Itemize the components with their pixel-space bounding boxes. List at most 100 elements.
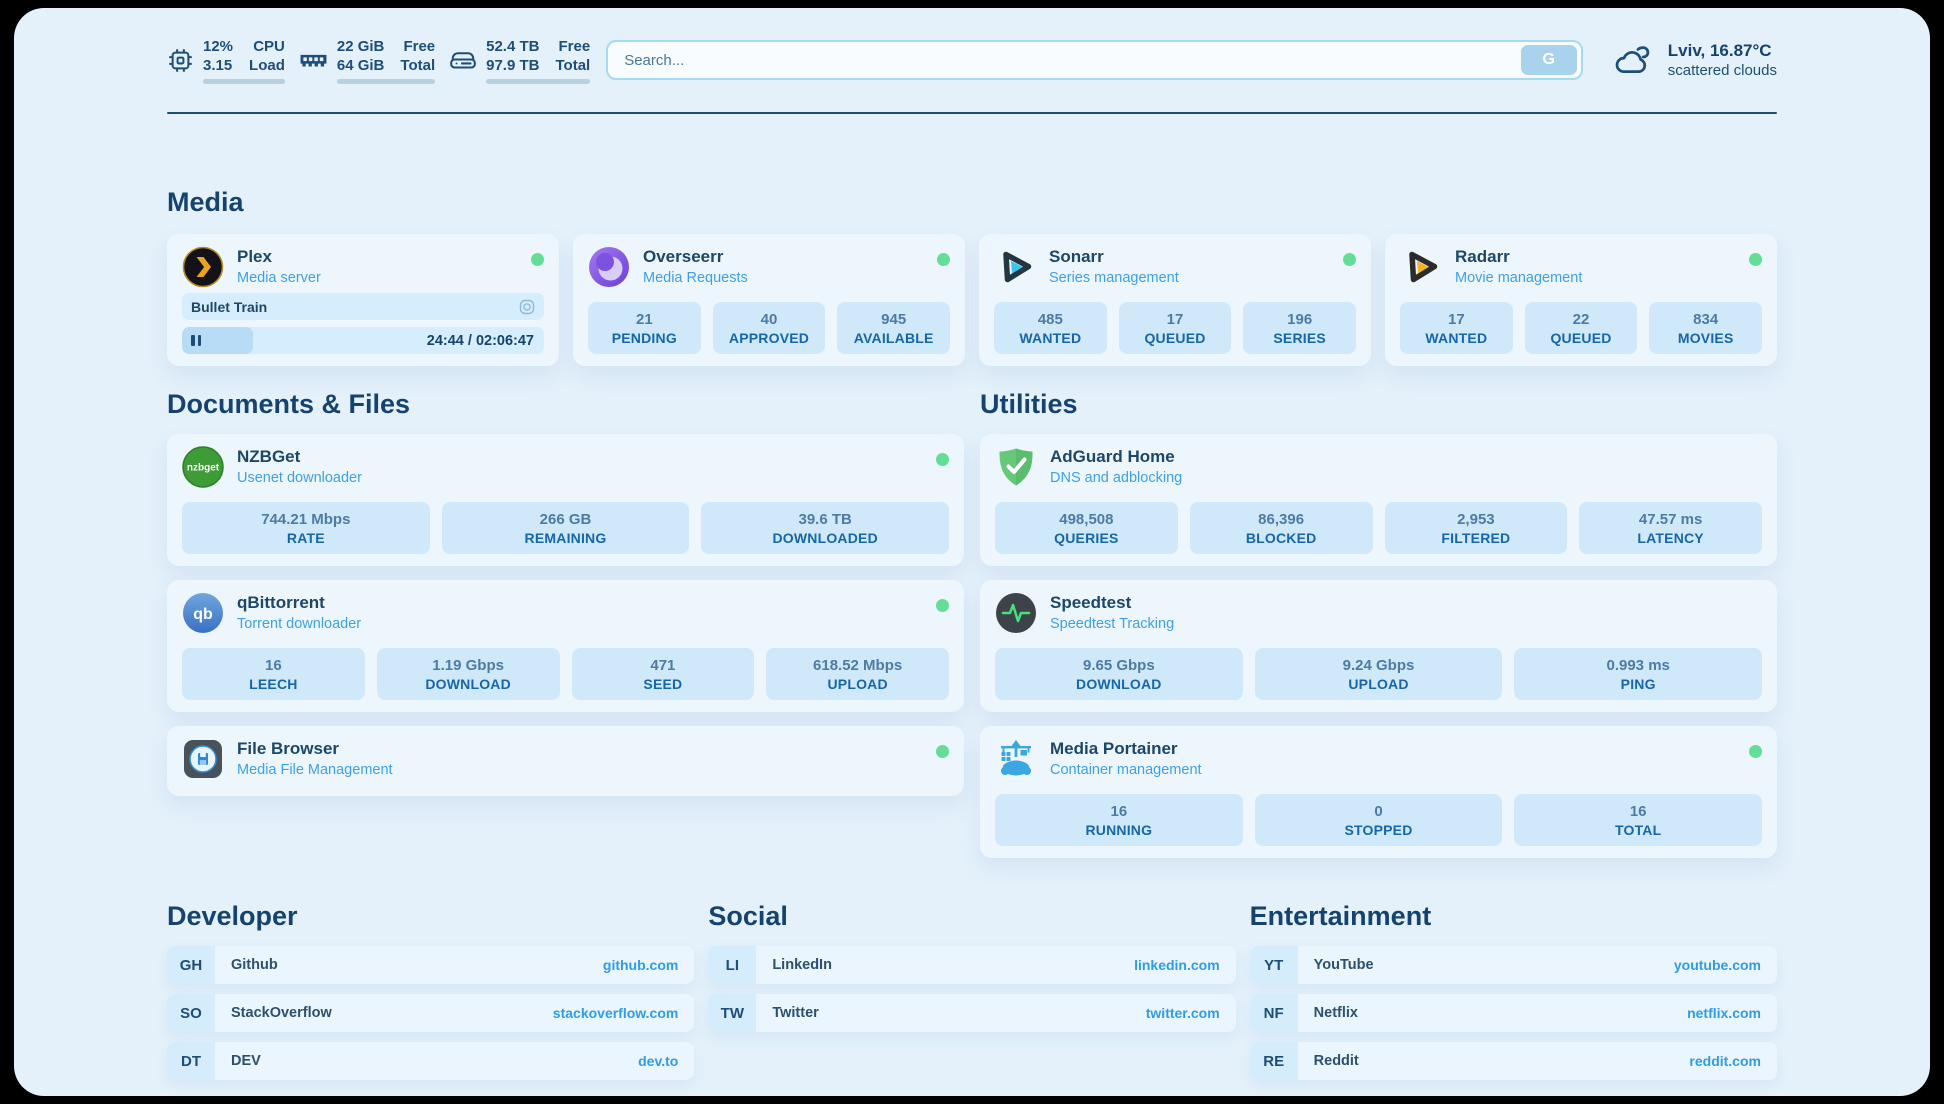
link-abbr: YT: [1249, 946, 1298, 984]
stat-seed: 471 SEED: [571, 648, 755, 700]
status-dot: [936, 745, 949, 758]
link-stackoverflow[interactable]: SO StackOverflow stackoverflow.com: [167, 994, 695, 1032]
nzbget-card[interactable]: nzbget NZBGet Usenet downloader 744.21 M…: [167, 434, 964, 566]
portainer-icon: [995, 738, 1037, 780]
radarr-card[interactable]: Radarr Movie management 17 WANTED 22 QUE…: [1385, 234, 1777, 366]
card-title: AdGuard Home: [1050, 447, 1175, 466]
cpu-load-value: 3.15: [203, 56, 233, 74]
section-title-developer: Developer: [167, 901, 298, 931]
weather-widget: Lviv, 16.87°C scattered clouds: [1613, 40, 1777, 80]
stat-downloaded: 39.6 TB DOWNLOADED: [701, 502, 950, 554]
link-twitter[interactable]: TW Twitter twitter.com: [708, 994, 1236, 1032]
card-subtitle: Torrent downloader: [237, 616, 362, 632]
section-title-utilities: Utilities: [980, 389, 1078, 419]
radarr-icon: [1400, 246, 1442, 288]
overseerr-card[interactable]: Overseerr Media Requests 21 PENDING 40 A…: [573, 234, 965, 366]
card-subtitle: Usenet downloader: [237, 470, 362, 486]
stat-wanted: 485 WANTED: [994, 302, 1107, 354]
ram-icon: [299, 50, 328, 70]
stat-available: 945 AVAILABLE: [837, 302, 951, 354]
stat-approved: 40 APPROVED: [712, 302, 826, 354]
link-url: stackoverflow.com: [552, 1005, 679, 1021]
cpu-label-top: CPU: [253, 37, 285, 55]
link-github[interactable]: GH Github github.com: [167, 946, 695, 984]
link-netflix[interactable]: NF Netflix netflix.com: [1249, 994, 1777, 1032]
card-subtitle: Movie management: [1455, 270, 1583, 286]
stat-filtered: 2,953 FILTERED: [1384, 502, 1568, 554]
portainer-card[interactable]: Media Portainer Container management 16 …: [980, 726, 1777, 858]
status-dot: [531, 253, 544, 266]
search-engine-button[interactable]: G: [1520, 45, 1577, 75]
ram-progress-bar: [336, 78, 436, 84]
speedtest-card[interactable]: Speedtest Speedtest Tracking 9.65 Gbps D…: [980, 580, 1777, 712]
svg-text:nzbget: nzbget: [187, 463, 220, 474]
section-title-entertainment: Entertainment: [1249, 901, 1432, 931]
nzbget-icon: nzbget: [182, 446, 224, 488]
stat-pending: 21 PENDING: [588, 302, 701, 354]
status-dot: [1749, 745, 1762, 758]
cpu-progress-bar: [203, 78, 285, 84]
stat-leech: 16 LEECH: [182, 648, 365, 700]
dashboard-panel: 12% CPU 3.15 Load: [14, 8, 1930, 1096]
stat-upload: 618.52 Mbps UPLOAD: [766, 648, 949, 700]
disk-free-value: 52.4 TB: [486, 37, 540, 55]
stat-download: 9.65 Gbps DOWNLOAD: [995, 648, 1243, 700]
link-youtube[interactable]: YT YouTube youtube.com: [1249, 946, 1777, 984]
link-name: Github: [231, 957, 278, 973]
filebrowser-card[interactable]: File Browser Media File Management: [167, 726, 964, 796]
link-name: YouTube: [1313, 957, 1374, 973]
stat-blocked: 86,396 BLOCKED: [1189, 502, 1373, 554]
link-abbr: LI: [708, 946, 757, 984]
stat-queries: 498,508 QUERIES: [995, 502, 1178, 554]
card-title: Overseerr: [643, 247, 724, 266]
stat-upload: 9.24 Gbps UPLOAD: [1254, 648, 1503, 700]
stat-wanted: 17 WANTED: [1400, 302, 1513, 354]
speedtest-icon: [995, 592, 1037, 634]
weather-location-temp: Lviv, 16.87°C: [1667, 41, 1772, 60]
plex-card[interactable]: Plex Media server Bullet Train 24:44 / 0…: [167, 234, 559, 366]
card-subtitle: Media server: [237, 270, 321, 286]
stat-remaining: 266 GB REMAINING: [441, 502, 690, 554]
sonarr-card[interactable]: Sonarr Series management 485 WANTED 17 Q…: [979, 234, 1371, 366]
link-name: Reddit: [1313, 1053, 1359, 1069]
playback-progress: 24:44 / 02:06:47: [182, 327, 544, 354]
link-name: Twitter: [772, 1005, 819, 1021]
qbittorrent-card[interactable]: qb qBittorrent Torrent downloader 16 LEE…: [167, 580, 964, 712]
search-bar: G: [606, 40, 1583, 80]
link-abbr: SO: [167, 994, 215, 1032]
card-title: File Browser: [237, 739, 340, 758]
disc-icon: [519, 299, 535, 315]
ram-free-value: 22 GiB: [336, 37, 385, 55]
link-linkedin[interactable]: LI LinkedIn linkedin.com: [708, 946, 1236, 984]
link-url: twitter.com: [1145, 1005, 1220, 1021]
ram-total-value: 64 GiB: [336, 56, 385, 74]
stat-download: 1.19 Gbps DOWNLOAD: [376, 648, 560, 700]
card-title: Radarr: [1455, 247, 1510, 266]
card-title: NZBGet: [237, 447, 301, 466]
search-input[interactable]: [624, 51, 1521, 69]
stat-movies: 834 MOVIES: [1649, 302, 1763, 354]
stat-total: 16 TOTAL: [1514, 794, 1763, 846]
card-subtitle: Media File Management: [237, 762, 393, 778]
status-dot: [936, 453, 949, 466]
card-subtitle: Series management: [1049, 270, 1179, 286]
link-abbr: TW: [708, 994, 757, 1032]
adguard-card[interactable]: AdGuard Home DNS and adblocking 498,508 …: [980, 434, 1777, 566]
section-title-documents: Documents & Files: [167, 389, 411, 419]
link-name: DEV: [231, 1053, 261, 1069]
sonarr-icon: [994, 246, 1036, 288]
filebrowser-icon: [182, 738, 224, 780]
disk-total-value: 97.9 TB: [486, 56, 540, 74]
link-url: github.com: [602, 957, 679, 973]
ram-label-top: Free: [403, 37, 436, 55]
weather-condition: scattered clouds: [1667, 62, 1777, 79]
link-reddit[interactable]: RE Reddit reddit.com: [1249, 1042, 1777, 1080]
cpu-monitor: 12% CPU 3.15 Load: [167, 37, 285, 84]
section-title-social: Social: [708, 901, 788, 931]
pause-icon: [191, 335, 201, 346]
link-dev[interactable]: DT DEV dev.to: [167, 1042, 695, 1080]
stat-queued: 22 QUEUED: [1524, 302, 1638, 354]
disk-progress-bar: [486, 78, 591, 84]
now-playing-row: Bullet Train: [182, 293, 544, 320]
link-name: StackOverflow: [231, 1005, 332, 1021]
